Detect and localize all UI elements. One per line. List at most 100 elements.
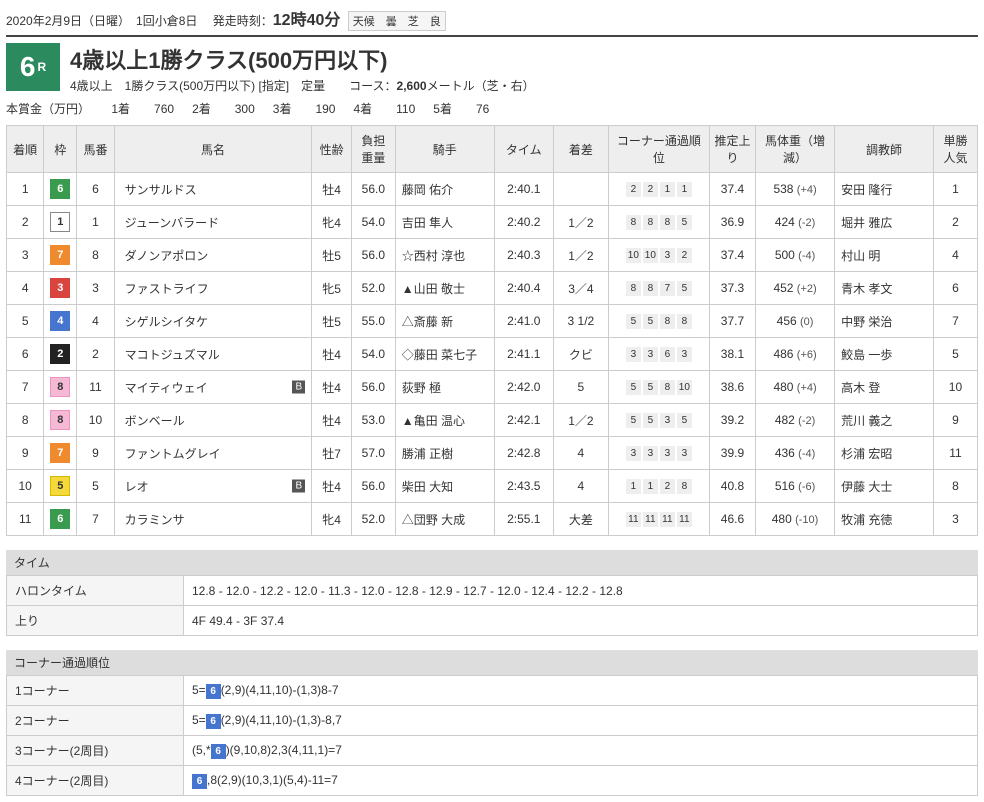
carry-weight: 56.0 <box>351 371 395 404</box>
popularity: 11 <box>933 437 977 470</box>
time-label: 上り <box>7 606 184 636</box>
rank: 10 <box>7 470 44 503</box>
time: 2:42.1 <box>494 404 553 437</box>
col-header: 馬番 <box>77 126 114 173</box>
horse-name[interactable]: マイティウェイB <box>114 371 312 404</box>
trainer[interactable]: 高木 登 <box>835 371 934 404</box>
jockey[interactable]: 藤岡 佑介 <box>395 173 494 206</box>
horse-name[interactable]: ファントムグレイ <box>114 437 312 470</box>
horse-name[interactable]: シゲルシイタケ <box>114 305 312 338</box>
rank: 8 <box>7 404 44 437</box>
corner-mini: 8885 <box>626 215 692 230</box>
horse-name[interactable]: ジューンバラード <box>114 206 312 239</box>
trainer[interactable]: 村山 明 <box>835 239 934 272</box>
sex-age: 牡5 <box>312 239 352 272</box>
col-header: 騎手 <box>395 126 494 173</box>
trainer[interactable]: 杉浦 宏昭 <box>835 437 934 470</box>
start-time: 12時40分 <box>273 12 341 29</box>
jockey[interactable]: ◇藤田 菜七子 <box>395 338 494 371</box>
waku-box: 6 <box>50 179 70 199</box>
jockey[interactable]: △斎藤 新 <box>395 305 494 338</box>
trainer[interactable]: 牧浦 充徳 <box>835 503 934 536</box>
trainer[interactable]: 堀井 雅広 <box>835 206 934 239</box>
margin: 1／2 <box>553 206 608 239</box>
sex-age: 牝5 <box>312 272 352 305</box>
jockey[interactable]: 荻野 極 <box>395 371 494 404</box>
rank: 7 <box>7 371 44 404</box>
waku-box: 8 <box>50 410 70 430</box>
corners: 3333 <box>608 437 709 470</box>
trainer[interactable]: 安田 隆行 <box>835 173 934 206</box>
time: 2:42.0 <box>494 371 553 404</box>
corner-value: 6,8(2,9)(10,3,1)(5,4)-11=7 <box>184 766 978 796</box>
popularity: 8 <box>933 470 977 503</box>
horse-name[interactable]: サンサルドス <box>114 173 312 206</box>
rank: 9 <box>7 437 44 470</box>
sex-age: 牡4 <box>312 173 352 206</box>
corner-value: 5=6(2,9)(4,11,10)-(1,3)-8,7 <box>184 706 978 736</box>
agari: 37.7 <box>709 305 755 338</box>
race-title-row: 6R 4歳以上1勝クラス(500万円以下) 4歳以上 1勝クラス(500万円以下… <box>6 35 978 94</box>
body-weight: 482 (-2) <box>756 404 835 437</box>
col-header: 馬名 <box>114 126 312 173</box>
margin: 1／2 <box>553 404 608 437</box>
margin: 4 <box>553 437 608 470</box>
body-weight: 480 (-10) <box>756 503 835 536</box>
agari: 38.6 <box>709 371 755 404</box>
carry-weight: 57.0 <box>351 437 395 470</box>
table-row: 622マコトジュズマル牡454.0◇藤田 菜七子2:41.1クビ336338.1… <box>7 338 978 371</box>
popularity: 1 <box>933 173 977 206</box>
sex-age: 牡4 <box>312 404 352 437</box>
agari: 36.9 <box>709 206 755 239</box>
corner-section-title: コーナー通過順位 <box>6 650 978 675</box>
carry-weight: 54.0 <box>351 338 395 371</box>
jockey[interactable]: △団野 大成 <box>395 503 494 536</box>
carry-weight: 52.0 <box>351 503 395 536</box>
popularity: 10 <box>933 371 977 404</box>
jockey[interactable]: 柴田 大知 <box>395 470 494 503</box>
corner-mini: 11111111 <box>626 512 692 527</box>
waku: 1 <box>44 206 77 239</box>
time: 2:40.4 <box>494 272 553 305</box>
corner-mini: 55810 <box>626 380 692 395</box>
weather-badge: 天候 曇 芝 良 <box>348 11 446 31</box>
race-subtitle: 4歳以上 1勝クラス(500万円以下) [指定] 定量 コース：2,600メート… <box>70 77 535 94</box>
corner-mini: 5588 <box>626 314 692 329</box>
corners: 1128 <box>608 470 709 503</box>
trainer[interactable]: 鮫島 一歩 <box>835 338 934 371</box>
trainer[interactable]: 青木 孝文 <box>835 272 934 305</box>
jockey[interactable]: ☆西村 淳也 <box>395 239 494 272</box>
horse-name[interactable]: レオB <box>114 470 312 503</box>
jockey[interactable]: 吉田 隼人 <box>395 206 494 239</box>
sex-age: 牡7 <box>312 437 352 470</box>
table-row: 1167カラミンサ牝452.0△団野 大成2:55.1大差1111111146.… <box>7 503 978 536</box>
horse-name[interactable]: カラミンサ <box>114 503 312 536</box>
margin: 4 <box>553 470 608 503</box>
horse-name[interactable]: ボンベール <box>114 404 312 437</box>
time-label: ハロンタイム <box>7 576 184 606</box>
waku-box: 4 <box>50 311 70 331</box>
corner-mini: 8875 <box>626 281 692 296</box>
results-table: 着順枠馬番馬名性齢負担重量騎手タイム着差コーナー通過順位推定上り馬体重（増減）調… <box>6 125 978 536</box>
horse-name[interactable]: マコトジュズマル <box>114 338 312 371</box>
corner-inline-waku: 6 <box>211 744 226 759</box>
rank: 1 <box>7 173 44 206</box>
corner-mini: 5535 <box>626 413 692 428</box>
horse-num: 2 <box>77 338 114 371</box>
waku-box: 2 <box>50 344 70 364</box>
jockey[interactable]: ▲山田 敬士 <box>395 272 494 305</box>
margin: 1／2 <box>553 239 608 272</box>
trainer[interactable]: 中野 栄治 <box>835 305 934 338</box>
rank: 3 <box>7 239 44 272</box>
time: 2:42.8 <box>494 437 553 470</box>
waku-box: 7 <box>50 245 70 265</box>
horse-name[interactable]: ファストライフ <box>114 272 312 305</box>
trainer[interactable]: 伊藤 大士 <box>835 470 934 503</box>
body-weight: 480 (+4) <box>756 371 835 404</box>
jockey[interactable]: ▲亀田 温心 <box>395 404 494 437</box>
horse-name[interactable]: ダノンアポロン <box>114 239 312 272</box>
corners: 3363 <box>608 338 709 371</box>
trainer[interactable]: 荒川 義之 <box>835 404 934 437</box>
jockey[interactable]: 勝浦 正樹 <box>395 437 494 470</box>
horse-num: 3 <box>77 272 114 305</box>
